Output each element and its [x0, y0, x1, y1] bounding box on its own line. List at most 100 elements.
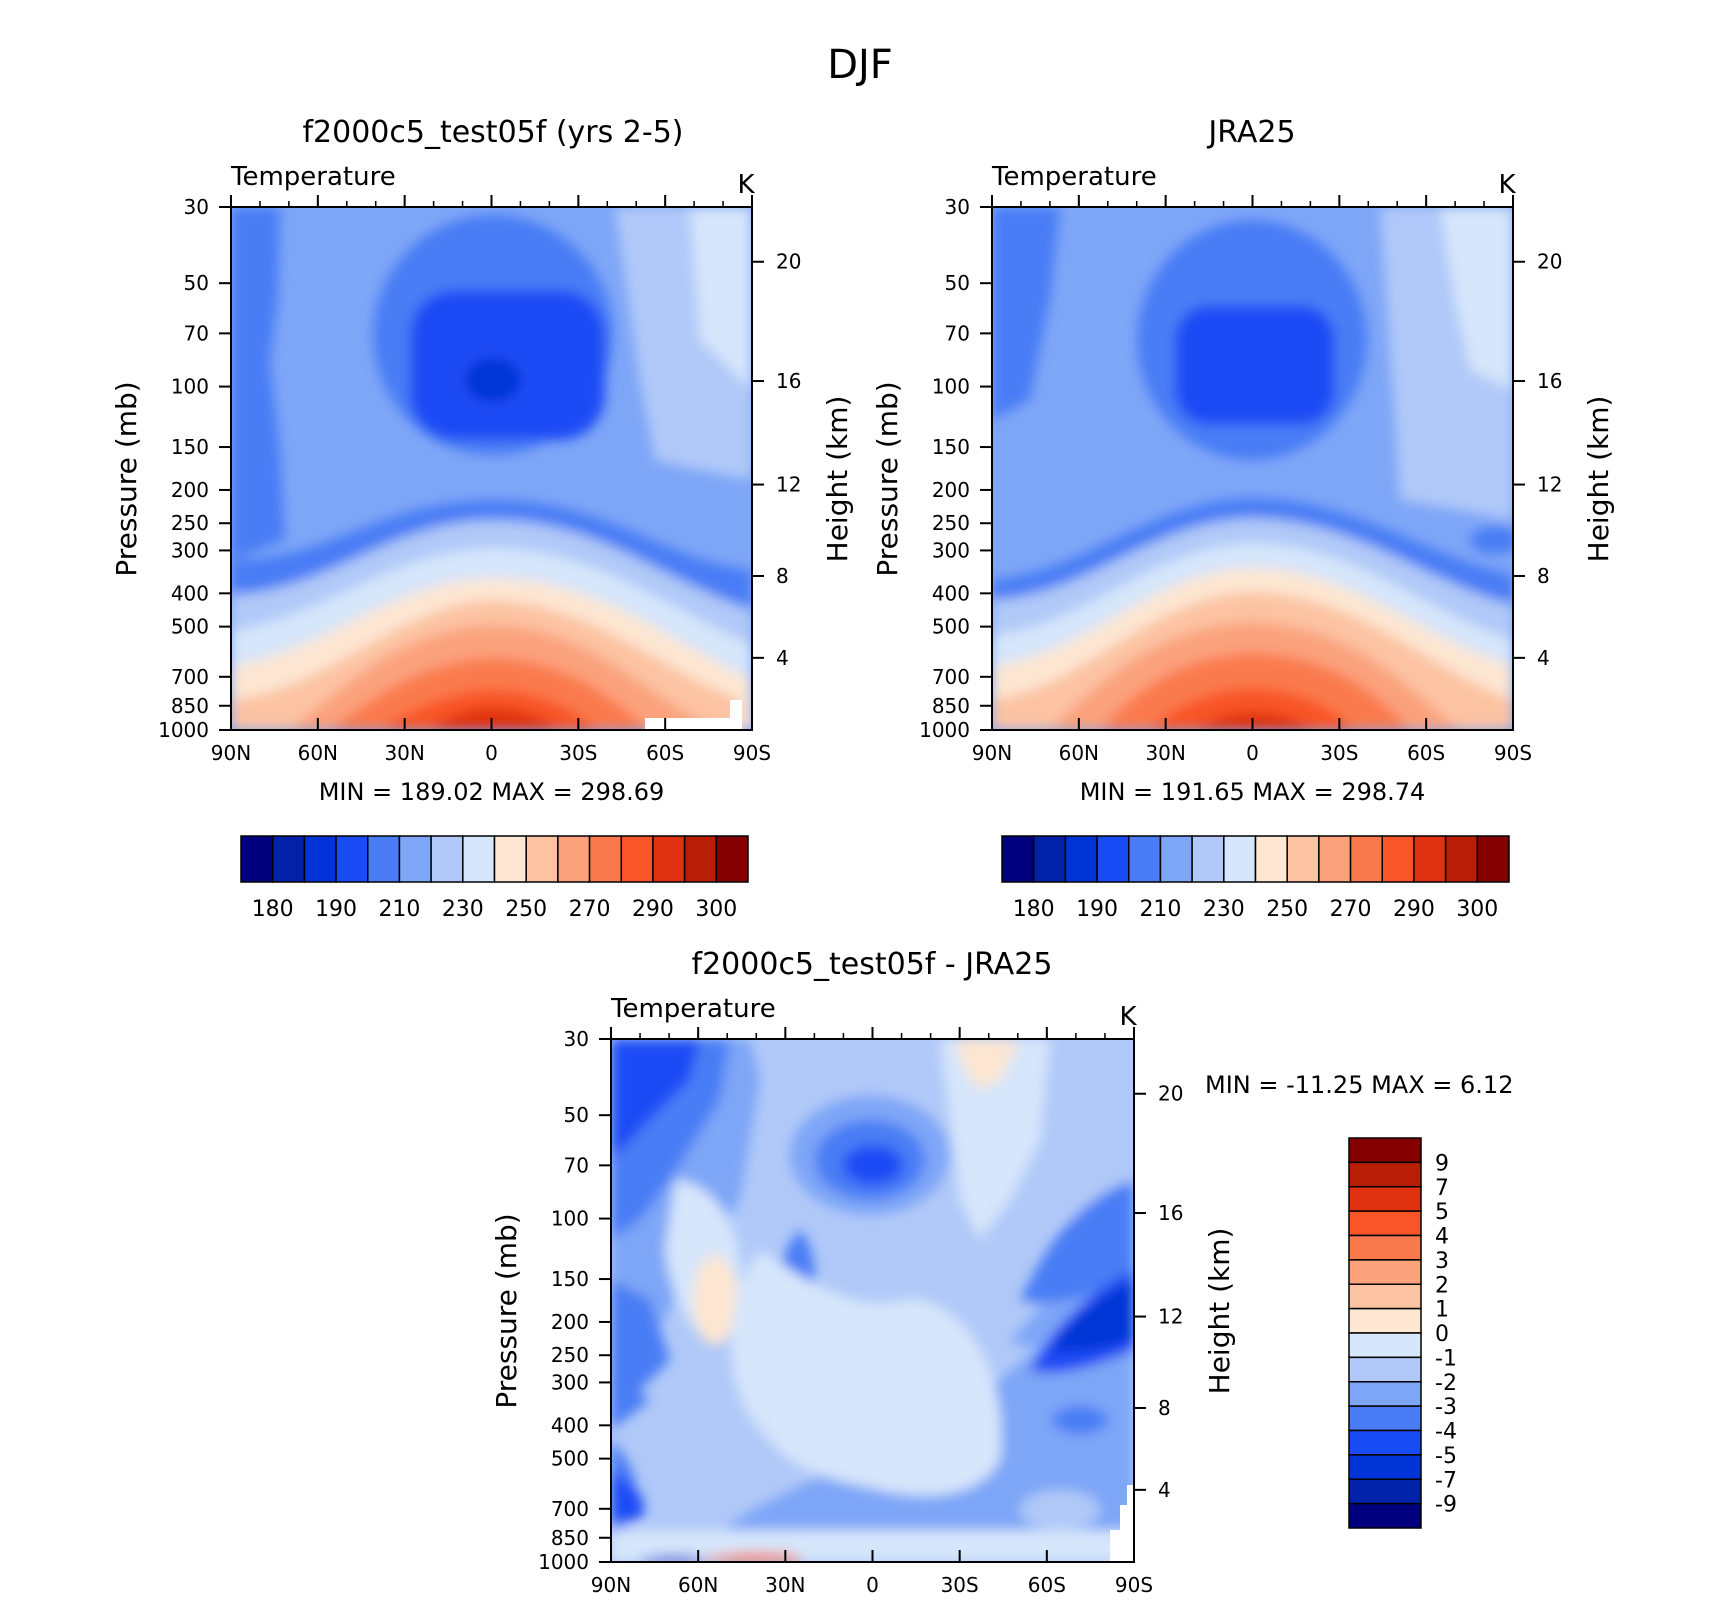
colorbar-label: 7: [1435, 1176, 1449, 1201]
y-tick-label: 400: [171, 581, 209, 605]
colorbar-swatch: [1032, 835, 1067, 883]
colorbar-swatch: [1348, 1186, 1422, 1212]
y2-tick-label: 16: [1158, 1201, 1183, 1225]
colorbar-label: -5: [1435, 1444, 1457, 1469]
y-tick-label: 200: [551, 1310, 589, 1334]
colorbar-swatch: [1254, 835, 1288, 883]
y-axis-label: Pressure (mb): [490, 1213, 523, 1408]
y-tick-label: 70: [945, 321, 970, 345]
y2-tick-label: 8: [1537, 564, 1550, 588]
colorbar-swatch: [1413, 835, 1447, 883]
colorbar-label: 1: [1435, 1298, 1449, 1323]
colorbar-swatch: [1348, 1381, 1422, 1407]
stats-text: MIN = 189.02 MAX = 298.69: [319, 778, 665, 806]
colorbar-swatch: [1348, 1210, 1422, 1237]
y-tick-label: 150: [551, 1267, 589, 1291]
colorbar-swatch: [1348, 1356, 1422, 1383]
units-label: K: [1498, 170, 1516, 200]
colorbar-swatch: [652, 835, 686, 883]
colorbar-label: -4: [1435, 1420, 1457, 1445]
panel-title: f2000c5_test05f (yrs 2-5): [302, 115, 683, 150]
y2-tick-label: 20: [1158, 1082, 1183, 1106]
y2-tick-label: 4: [776, 646, 789, 670]
x-tick-label: 0: [1246, 741, 1259, 765]
colorbar-swatch: [1348, 1429, 1422, 1456]
y-tick-label: 300: [932, 538, 970, 562]
y-tick-label: 700: [932, 665, 970, 689]
y-tick-label: 200: [932, 478, 970, 502]
x-tick-label: 90N: [211, 741, 251, 765]
x-tick-label: 90N: [591, 1573, 631, 1597]
x-tick-label: 60N: [298, 741, 338, 765]
colorbar-swatch: [1381, 835, 1415, 883]
colorbar-swatch: [335, 835, 369, 883]
y2-tick-label: 16: [1537, 369, 1562, 393]
y-tick-label: 30: [945, 195, 970, 219]
panel-reanalysis: JRA25 Temperature K: [991, 115, 1516, 731]
colorbar-swatch: [1348, 1161, 1422, 1188]
variable-label: Temperature: [230, 162, 396, 192]
y-tick-label: 100: [551, 1207, 589, 1231]
panel-title: f2000c5_test05f - JRA25: [692, 947, 1053, 982]
colorbar-label: 9: [1435, 1151, 1449, 1176]
colorbar-swatch: [303, 835, 337, 883]
x-tick-label: 30S: [1320, 741, 1358, 765]
units-label: K: [1119, 1002, 1137, 1032]
x-tick-label: 90S: [1115, 1573, 1153, 1597]
colorbar-label: 250: [505, 897, 547, 922]
colorbar-swatch: [1349, 835, 1383, 883]
y2-tick-label: 4: [1537, 646, 1550, 670]
y-axis-label: Pressure (mb): [871, 381, 904, 576]
y2-axis-label: Height (km): [1582, 396, 1615, 563]
colorbar-swatch: [1318, 835, 1352, 883]
colorbar-swatch: [1001, 835, 1035, 883]
y-tick-label: 100: [932, 375, 970, 399]
colorbar-swatch: [1348, 1137, 1422, 1164]
panel-title: JRA25: [1206, 115, 1295, 150]
x-tick-label: 30N: [1145, 741, 1185, 765]
colorbar-label: 250: [1266, 897, 1308, 922]
y-tick-label: 300: [171, 538, 209, 562]
colorbar-swatch: [620, 835, 654, 883]
y-tick-label: 850: [171, 694, 209, 718]
y-tick-label: 250: [171, 511, 209, 535]
x-tick-label: 60N: [678, 1573, 718, 1597]
y-tick-label: 700: [171, 665, 209, 689]
x-tick-label: 0: [485, 741, 498, 765]
colorbar-swatch: [493, 835, 527, 883]
y-tick-label: 1000: [158, 718, 209, 742]
y2-tick-label: 12: [1537, 473, 1562, 497]
variable-label: Temperature: [991, 162, 1157, 192]
y-tick-label: 200: [171, 478, 209, 502]
colorbar-swatch: [1348, 1454, 1422, 1480]
y-tick-label: 400: [551, 1413, 589, 1437]
contour-field: [231, 207, 752, 730]
colorbar-label: 2: [1435, 1273, 1449, 1298]
colorbar-swatch: [1128, 835, 1162, 883]
colorbar-swatch: [1223, 835, 1257, 883]
y2-tick-label: 20: [776, 250, 801, 274]
y2-tick-label: 20: [1537, 250, 1562, 274]
colorbar-label: -2: [1435, 1371, 1457, 1396]
variable-label: Temperature: [610, 994, 776, 1024]
colorbar-label: 4: [1435, 1225, 1449, 1250]
y2-tick-label: 8: [776, 564, 789, 588]
figure-title: DJF: [827, 42, 893, 88]
y2-tick-label: 4: [1158, 1478, 1171, 1502]
colorbar-swatch: [1348, 1283, 1422, 1310]
y2-tick-label: 16: [776, 369, 801, 393]
colorbar-swatch: [430, 835, 464, 883]
y-tick-label: 50: [184, 271, 209, 295]
y-tick-label: 1000: [919, 718, 970, 742]
contour-field: [611, 1039, 1134, 1562]
colorbar-swatch: [683, 835, 718, 883]
colorbar-swatch: [1096, 835, 1130, 883]
panel-model: f2000c5_test05f (yrs 2-5) Temperature K: [230, 115, 755, 731]
axis-labels: 90N 60N 30N 0 30S 60S 90S305070100150200250300…: [110, 195, 1615, 1597]
colorbar-label: 290: [1393, 897, 1435, 922]
colorbar-swatch: [1286, 835, 1320, 883]
y-tick-label: 250: [551, 1343, 589, 1367]
y-tick-label: 50: [564, 1103, 589, 1127]
colorbar-swatch: [588, 835, 622, 883]
colorbar-swatch: [1159, 835, 1193, 883]
